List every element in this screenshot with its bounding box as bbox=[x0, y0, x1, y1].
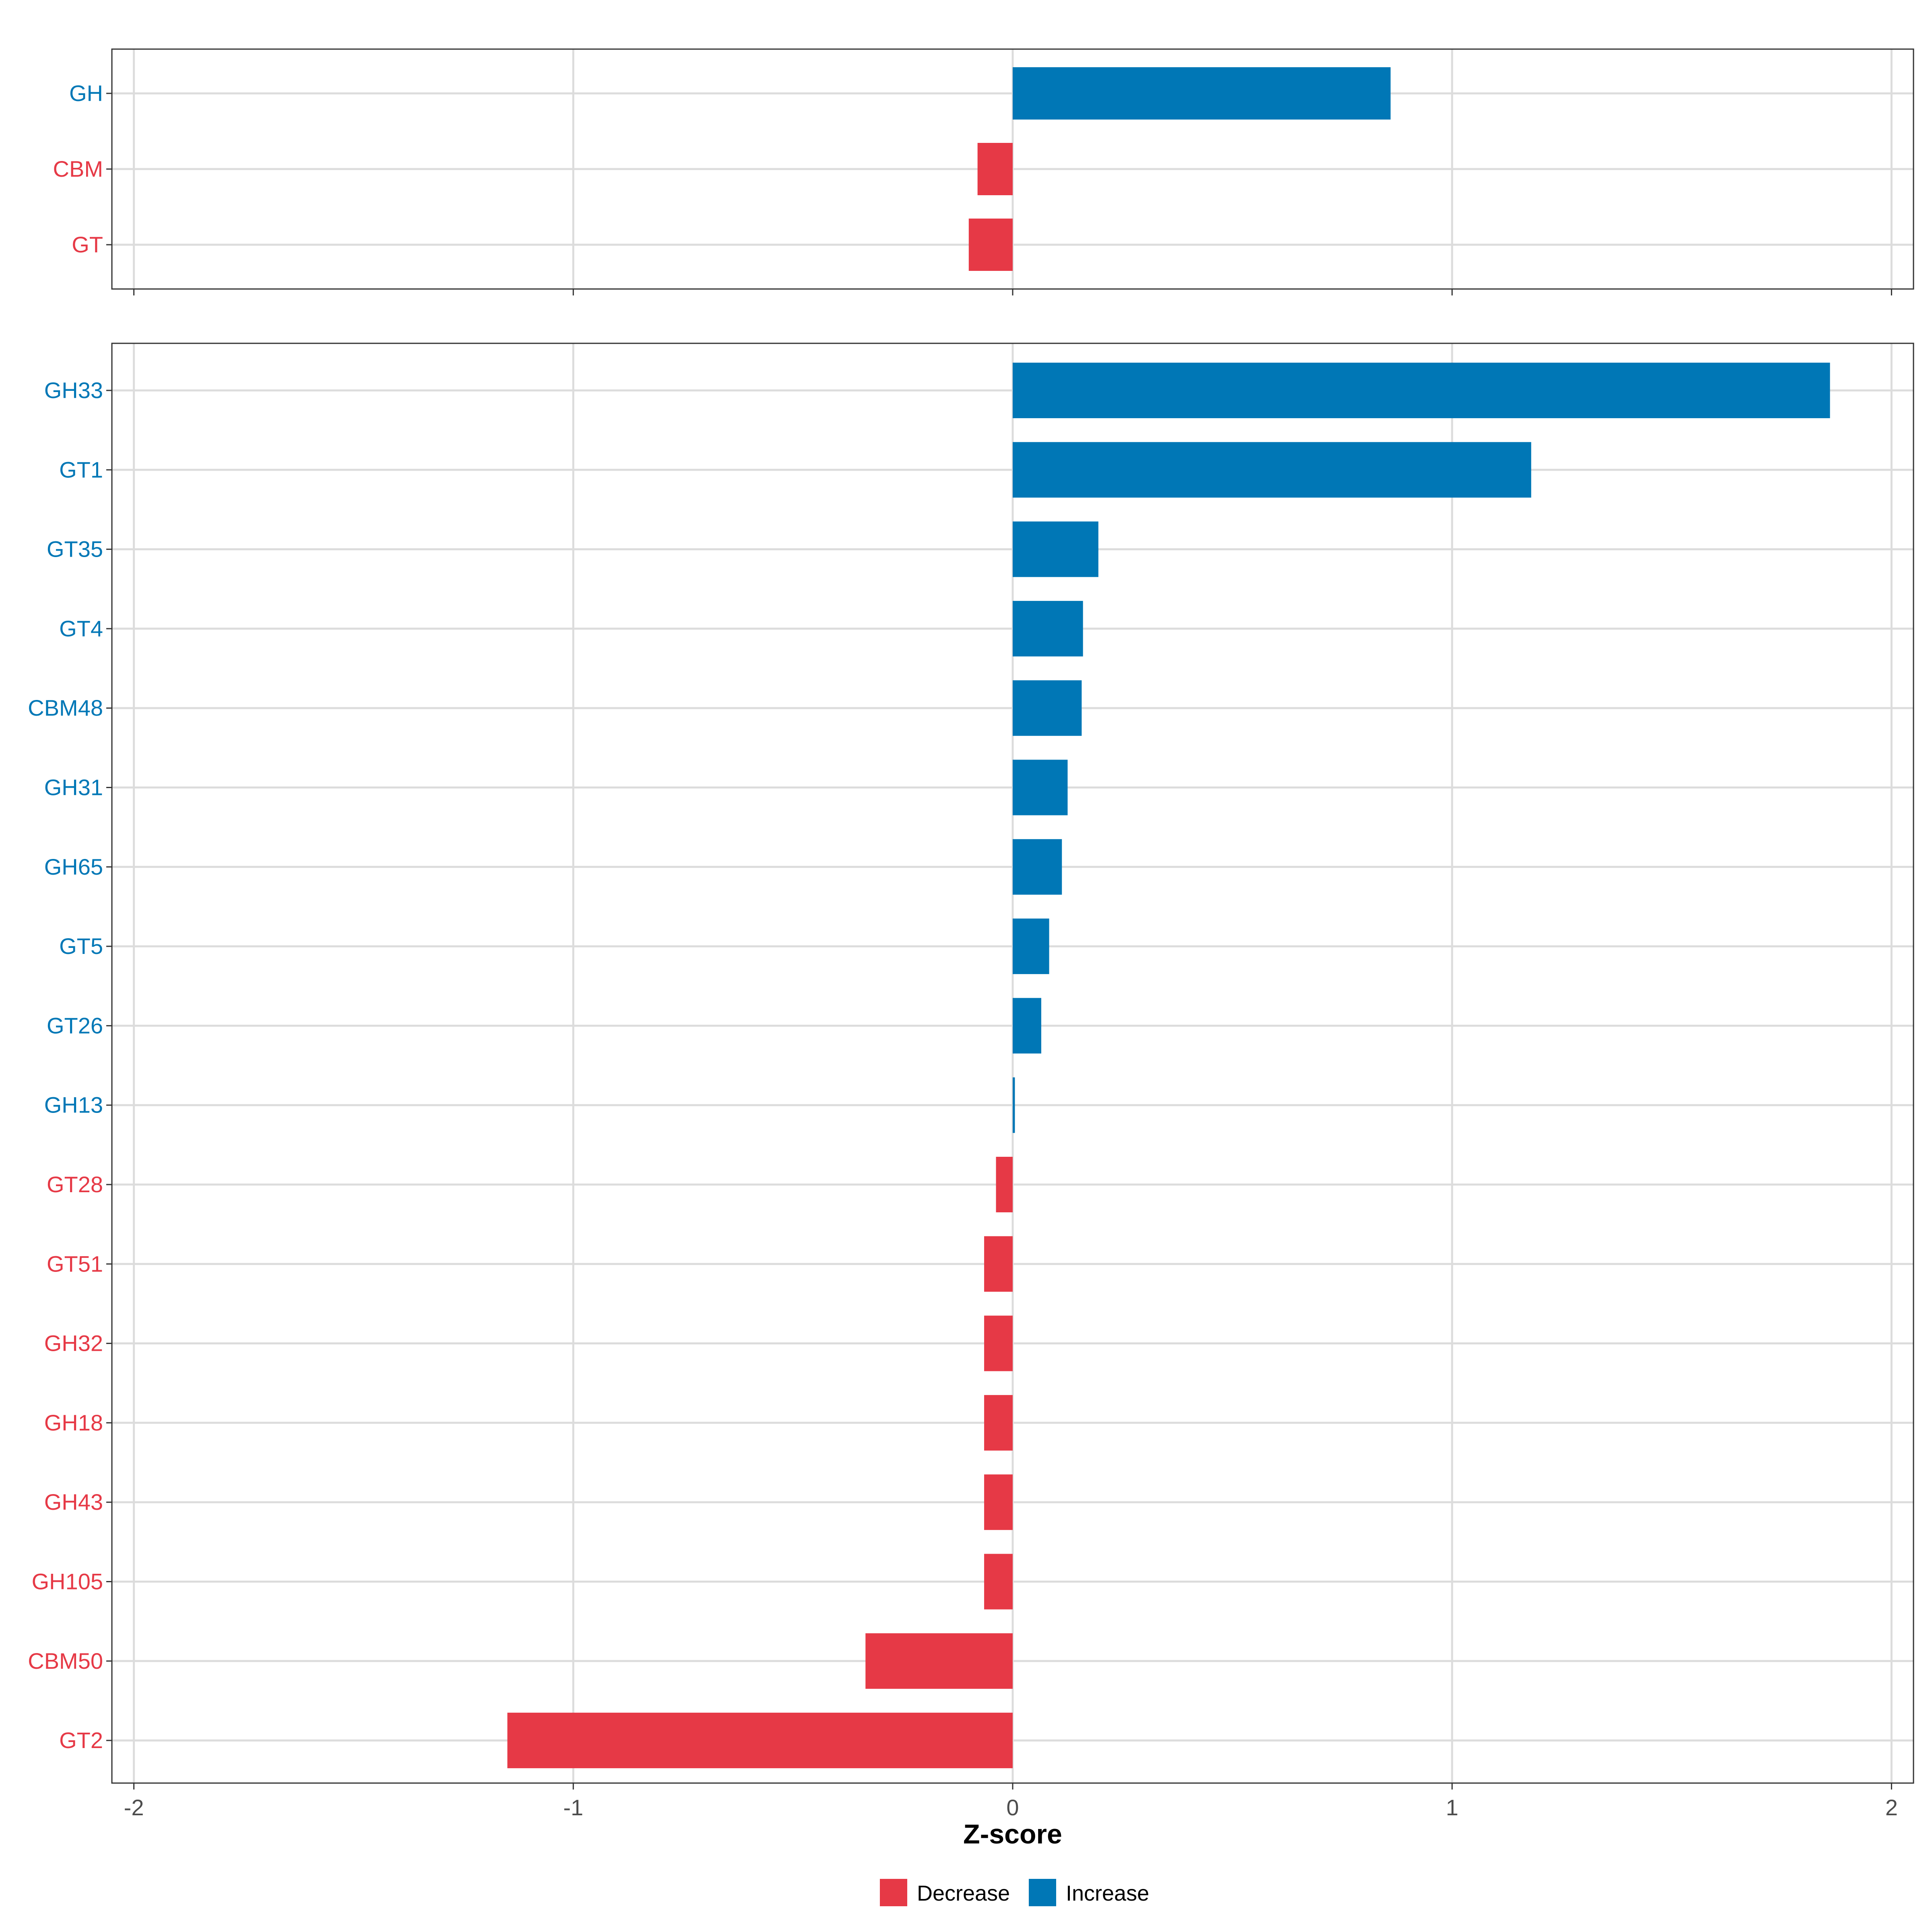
legend-label-decrease: Decrease bbox=[917, 1881, 1010, 1905]
bar-gt4 bbox=[1013, 601, 1083, 656]
bar-gh105 bbox=[984, 1554, 1013, 1610]
legend-label-increase: Increase bbox=[1066, 1881, 1149, 1905]
y-label-cbm: CBM bbox=[53, 156, 103, 182]
y-label-gt2: GT2 bbox=[59, 1728, 103, 1753]
bar-gt bbox=[968, 219, 1013, 271]
bar-gh65 bbox=[1013, 839, 1062, 895]
x-tick-label-1: -1 bbox=[563, 1795, 583, 1820]
y-label-gt: GT bbox=[72, 232, 103, 257]
x-tick-label-3: 1 bbox=[1446, 1795, 1458, 1820]
y-label-gt1: GT1 bbox=[59, 457, 103, 482]
x-axis-title: Z-score bbox=[963, 1819, 1062, 1849]
bar-cbm48 bbox=[1013, 680, 1082, 736]
y-label-gh: GH bbox=[69, 80, 103, 106]
y-label-gt28: GT28 bbox=[47, 1172, 103, 1197]
bar-gt35 bbox=[1013, 521, 1098, 577]
y-label-gt35: GT35 bbox=[47, 537, 103, 562]
y-label-gh31: GH31 bbox=[44, 775, 103, 800]
bar-cbm50 bbox=[865, 1633, 1013, 1689]
bottom-panel-x-ticks: -2 -1 0 1 2 bbox=[124, 1783, 1898, 1820]
y-label-cbm50: CBM50 bbox=[28, 1648, 103, 1674]
y-label-gh32: GH32 bbox=[44, 1331, 103, 1356]
y-label-gh33: GH33 bbox=[44, 378, 103, 403]
y-label-cbm48: CBM48 bbox=[28, 695, 103, 720]
legend: Decrease Increase bbox=[880, 1879, 1149, 1906]
bar-gt5 bbox=[1013, 919, 1049, 974]
y-label-gh43: GH43 bbox=[44, 1489, 103, 1515]
y-label-gh105: GH105 bbox=[32, 1569, 103, 1594]
bar-gt2 bbox=[507, 1713, 1013, 1769]
y-label-gt4: GT4 bbox=[59, 616, 103, 641]
bar-gt1 bbox=[1013, 442, 1532, 498]
bar-gh32 bbox=[984, 1315, 1013, 1371]
top-panel: GH CBM GT bbox=[53, 48, 1914, 295]
y-label-gt26: GT26 bbox=[47, 1013, 103, 1038]
y-label-gh65: GH65 bbox=[44, 854, 103, 879]
y-label-gh13: GH13 bbox=[44, 1092, 103, 1118]
y-label-gh18: GH18 bbox=[44, 1410, 103, 1435]
top-panel-x-ticks bbox=[133, 289, 1892, 295]
bar-gt26 bbox=[1013, 998, 1041, 1054]
bar-gh bbox=[1013, 67, 1391, 120]
legend-swatch-increase bbox=[1029, 1879, 1056, 1906]
y-label-gt5: GT5 bbox=[59, 933, 103, 959]
bar-gh33 bbox=[1013, 363, 1830, 418]
top-panel-bars bbox=[968, 67, 1391, 271]
bar-gh43 bbox=[984, 1474, 1013, 1530]
bottom-panel: GH33 GT1 GT35 GT4 CBM48 GH31 GH65 GT5 GT26 GH13 GT… bbox=[28, 343, 1914, 1820]
x-tick-label-2: 0 bbox=[1006, 1795, 1019, 1820]
top-panel-y-labels: GH CBM GT bbox=[53, 80, 112, 257]
bar-cbm bbox=[977, 143, 1013, 195]
y-label-gt51: GT51 bbox=[47, 1251, 103, 1276]
bar-gh31 bbox=[1013, 760, 1068, 815]
bottom-panel-bars bbox=[507, 363, 1830, 1769]
x-tick-label-4: 2 bbox=[1885, 1795, 1898, 1820]
bar-gt51 bbox=[984, 1236, 1013, 1292]
bar-gh13 bbox=[1013, 1077, 1015, 1133]
x-tick-label-0: -2 bbox=[124, 1795, 144, 1820]
bar-gt28 bbox=[996, 1157, 1013, 1212]
bottom-panel-y-labels: GH33 GT1 GT35 GT4 CBM48 GH31 GH65 GT5 GT26 GH13 GT… bbox=[28, 378, 112, 1753]
legend-swatch-decrease bbox=[880, 1879, 907, 1906]
bar-gh18 bbox=[984, 1395, 1013, 1451]
